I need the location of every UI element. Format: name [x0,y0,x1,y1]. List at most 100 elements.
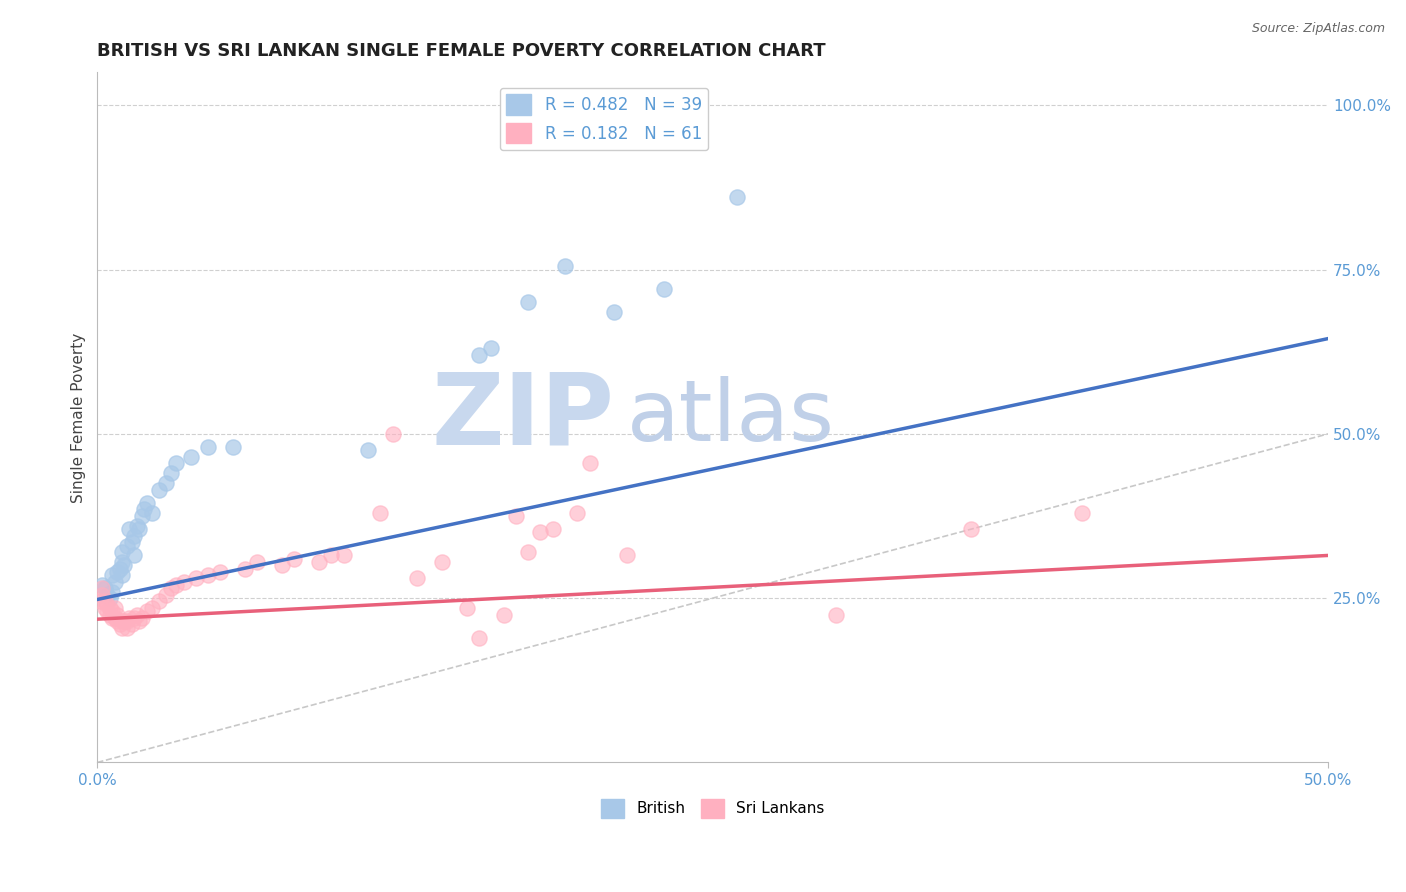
Point [197,440,219,454]
Point [125,519,148,533]
Point [93,582,115,596]
Point [148,483,170,497]
Point [184,571,207,585]
Point [155,588,177,602]
Text: ZIP: ZIP [432,369,614,466]
Point [233,561,256,575]
Point [115,621,138,635]
Point [370,506,392,520]
Point [283,551,305,566]
Point [492,607,515,622]
Point [456,601,478,615]
Point [824,607,846,622]
Point [148,594,170,608]
Text: BRITISH VS SRI LANKAN SINGLE FEMALE POVERTY CORRELATION CHART: BRITISH VS SRI LANKAN SINGLE FEMALE POVE… [97,42,825,60]
Point [108,617,131,632]
Point [406,571,429,585]
Point [468,348,491,362]
Point [111,614,134,628]
Point [121,535,143,549]
Point [112,558,135,573]
Point [603,305,626,319]
Point [91,578,114,592]
Point [578,457,600,471]
Point [554,260,576,274]
Point [115,614,138,628]
Point [141,506,163,520]
Point [479,342,502,356]
Point [108,561,131,575]
Point [529,525,551,540]
Point [101,584,124,599]
Point [105,614,128,628]
Point [1071,506,1094,520]
Legend: British, Sri Lankans: British, Sri Lankans [595,793,831,824]
Point [111,555,134,569]
Point [197,568,219,582]
Point [118,522,141,536]
Point [98,591,121,606]
Point [505,508,527,523]
Point [111,545,134,559]
Point [222,440,245,454]
Point [93,601,115,615]
Point [135,496,157,510]
Y-axis label: Single Female Poverty: Single Female Poverty [72,333,86,502]
Point [115,539,138,553]
Point [101,604,124,618]
Point [98,601,121,615]
Point [96,598,118,612]
Point [246,555,269,569]
Point [155,476,177,491]
Point [118,611,141,625]
Point [308,555,330,569]
Point [160,467,183,481]
Point [165,578,187,592]
Point [332,549,354,563]
Point [135,604,157,618]
Point [173,574,195,589]
Point [468,631,491,645]
Point [209,565,232,579]
Point [93,594,115,608]
Point [96,604,118,618]
Point [725,190,748,204]
Point [271,558,294,573]
Point [131,508,153,523]
Text: Source: ZipAtlas.com: Source: ZipAtlas.com [1251,22,1385,36]
Point [91,588,114,602]
Point [357,443,380,458]
Point [165,457,187,471]
Point [91,582,114,596]
Point [128,522,150,536]
Point [128,614,150,628]
Point [134,502,156,516]
Point [180,450,202,464]
Point [321,549,343,563]
Point [103,574,125,589]
Point [517,295,540,310]
Point [98,607,121,622]
Point [96,588,118,602]
Point [103,601,125,615]
Point [112,614,135,628]
Point [124,529,146,543]
Point [103,611,125,625]
Point [541,522,564,536]
Point [101,568,124,582]
Point [124,611,146,625]
Point [141,601,163,615]
Point [101,611,124,625]
Point [125,607,148,622]
Point [381,426,404,441]
Point [111,621,134,635]
Point [517,545,540,559]
Point [89,594,111,608]
Point [105,565,128,579]
Point [121,617,143,632]
Point [124,549,146,563]
Point [960,522,983,536]
Point [105,607,128,622]
Point [111,568,134,582]
Point [160,582,183,596]
